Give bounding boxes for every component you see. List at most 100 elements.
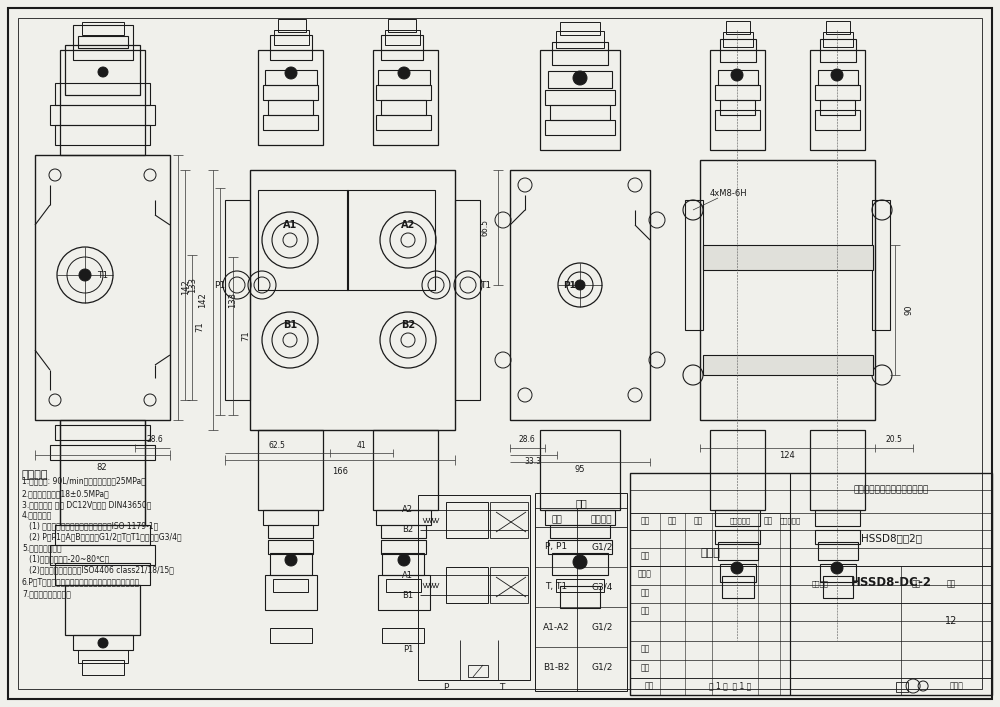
Bar bbox=[55, 563, 150, 585]
Text: (2)液压油清洁度不低于ISO4406 class21/18/15；: (2)液压油清洁度不低于ISO4406 class21/18/15； bbox=[22, 566, 174, 575]
Text: 142: 142 bbox=[198, 292, 207, 308]
Bar bbox=[896, 682, 908, 692]
Bar bbox=[347, 190, 435, 290]
Text: 标记: 标记 bbox=[640, 517, 650, 525]
Text: 重量: 重量 bbox=[911, 580, 921, 588]
Bar bbox=[60, 50, 145, 155]
Text: 版本号: 版本号 bbox=[949, 682, 963, 691]
Text: P1: P1 bbox=[214, 281, 225, 289]
Bar bbox=[446, 502, 488, 538]
Text: B2: B2 bbox=[401, 320, 415, 330]
Bar bbox=[55, 525, 150, 545]
Bar bbox=[548, 71, 612, 88]
Text: 技术要求: 技术要求 bbox=[22, 470, 48, 480]
Bar bbox=[381, 35, 423, 60]
Bar bbox=[723, 32, 753, 47]
Text: P1: P1 bbox=[564, 281, 576, 289]
Bar bbox=[718, 542, 758, 560]
Bar bbox=[270, 628, 312, 643]
Circle shape bbox=[285, 67, 297, 79]
Text: 4xM8-6H: 4xM8-6H bbox=[709, 189, 747, 197]
Bar bbox=[715, 530, 760, 544]
Text: 青州博信华盛液压科技有限公司: 青州博信华盛液压科技有限公司 bbox=[853, 486, 929, 494]
Text: 82: 82 bbox=[97, 462, 107, 472]
Bar bbox=[263, 510, 318, 525]
Text: HSSD8-DC-2: HSSD8-DC-2 bbox=[850, 576, 932, 590]
Bar bbox=[382, 628, 424, 643]
Bar bbox=[386, 579, 421, 592]
Bar bbox=[50, 105, 155, 125]
Bar bbox=[715, 85, 760, 100]
Bar bbox=[385, 30, 420, 45]
Bar bbox=[715, 510, 760, 526]
Text: P: P bbox=[443, 684, 449, 692]
Text: T1: T1 bbox=[97, 271, 108, 279]
Text: 5.工作条件要求：: 5.工作条件要求： bbox=[22, 544, 62, 552]
Text: 6.P、T口用金属管接密封，其他油口用塑料管接密封；: 6.P、T口用金属管接密封，其他油口用塑料管接密封； bbox=[22, 578, 140, 587]
Bar bbox=[55, 83, 150, 105]
Bar bbox=[381, 525, 426, 538]
Bar bbox=[82, 660, 124, 675]
Circle shape bbox=[731, 69, 743, 81]
Bar bbox=[381, 100, 426, 115]
Text: G1/2: G1/2 bbox=[591, 662, 613, 672]
Bar bbox=[268, 540, 313, 554]
Bar bbox=[378, 575, 430, 610]
Bar bbox=[820, 39, 856, 62]
Text: 66.5: 66.5 bbox=[481, 218, 490, 235]
Bar bbox=[560, 22, 600, 35]
Bar bbox=[268, 525, 313, 538]
Bar bbox=[60, 420, 145, 525]
Text: B1-B2: B1-B2 bbox=[543, 662, 569, 672]
Bar bbox=[556, 579, 604, 592]
Bar bbox=[65, 585, 140, 635]
Circle shape bbox=[831, 562, 843, 574]
Bar bbox=[535, 493, 627, 691]
Circle shape bbox=[98, 638, 108, 648]
Bar bbox=[823, 32, 853, 47]
Bar bbox=[545, 90, 615, 105]
Bar bbox=[552, 42, 608, 65]
Text: 阀体: 阀体 bbox=[575, 498, 587, 508]
Bar bbox=[703, 355, 873, 375]
Text: 标准化: 标准化 bbox=[638, 570, 652, 578]
Text: 制造: 制造 bbox=[640, 663, 650, 672]
Bar bbox=[418, 495, 530, 680]
Text: T: T bbox=[499, 684, 505, 692]
Text: 133: 133 bbox=[188, 277, 198, 293]
Text: HSSD8电捣2联: HSSD8电捣2联 bbox=[860, 533, 922, 543]
Text: A1-A2: A1-A2 bbox=[543, 622, 569, 631]
Bar bbox=[455, 200, 480, 400]
Bar bbox=[382, 553, 424, 575]
Text: B1: B1 bbox=[402, 590, 413, 600]
Text: 数量: 数量 bbox=[667, 517, 677, 525]
Text: 1.额定流量: 90L/min，最高使用压劖25MPa；: 1.额定流量: 90L/min，最高使用压劖25MPa； bbox=[22, 477, 146, 486]
Bar bbox=[490, 502, 528, 538]
Text: G1/2: G1/2 bbox=[591, 622, 613, 631]
Bar bbox=[263, 115, 318, 130]
Bar bbox=[826, 21, 850, 34]
Circle shape bbox=[831, 69, 843, 81]
Text: (1) 所有油口均为平面密封，符合标准ISO 1179-1；: (1) 所有油口均为平面密封，符合标准ISO 1179-1； bbox=[22, 522, 158, 530]
Text: 工艺: 工艺 bbox=[645, 682, 654, 691]
Text: 7.阀体表面硬化处理。: 7.阀体表面硬化处理。 bbox=[22, 590, 71, 599]
Bar bbox=[73, 25, 133, 60]
Bar bbox=[540, 430, 620, 510]
Text: T, T1: T, T1 bbox=[545, 583, 567, 592]
Text: A1: A1 bbox=[402, 571, 413, 580]
Text: 95: 95 bbox=[575, 465, 585, 474]
Text: 批准: 批准 bbox=[640, 607, 650, 616]
Bar bbox=[820, 564, 856, 582]
Bar bbox=[710, 430, 765, 510]
Bar bbox=[820, 100, 855, 115]
Text: G1/2: G1/2 bbox=[591, 542, 613, 551]
Bar bbox=[715, 110, 760, 130]
Text: 142: 142 bbox=[182, 279, 190, 295]
Text: A2: A2 bbox=[401, 220, 415, 230]
Bar bbox=[548, 540, 612, 554]
Bar bbox=[78, 650, 128, 663]
Bar bbox=[550, 525, 610, 538]
Bar bbox=[810, 430, 865, 510]
Bar bbox=[815, 110, 860, 130]
Bar bbox=[265, 70, 317, 85]
